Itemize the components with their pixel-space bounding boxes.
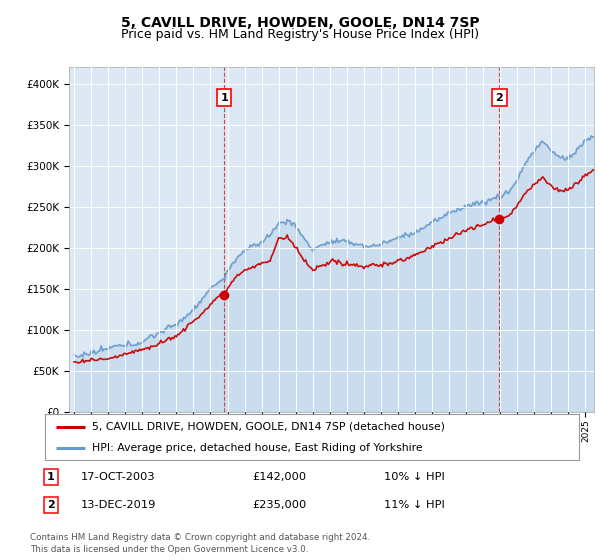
Text: HPI: Average price, detached house, East Riding of Yorkshire: HPI: Average price, detached house, East… (92, 443, 422, 453)
Text: 17-OCT-2003: 17-OCT-2003 (81, 472, 155, 482)
Text: 2: 2 (496, 92, 503, 102)
Text: £235,000: £235,000 (252, 500, 306, 510)
Text: Contains HM Land Registry data © Crown copyright and database right 2024.
This d: Contains HM Land Registry data © Crown c… (30, 533, 370, 554)
Text: £142,000: £142,000 (252, 472, 306, 482)
Text: 11% ↓ HPI: 11% ↓ HPI (384, 500, 445, 510)
Text: 10% ↓ HPI: 10% ↓ HPI (384, 472, 445, 482)
Text: 1: 1 (47, 472, 55, 482)
Text: 2: 2 (47, 500, 55, 510)
Text: Price paid vs. HM Land Registry's House Price Index (HPI): Price paid vs. HM Land Registry's House … (121, 28, 479, 41)
Text: 5, CAVILL DRIVE, HOWDEN, GOOLE, DN14 7SP: 5, CAVILL DRIVE, HOWDEN, GOOLE, DN14 7SP (121, 16, 479, 30)
Text: 5, CAVILL DRIVE, HOWDEN, GOOLE, DN14 7SP (detached house): 5, CAVILL DRIVE, HOWDEN, GOOLE, DN14 7SP… (92, 422, 445, 432)
Text: 13-DEC-2019: 13-DEC-2019 (81, 500, 157, 510)
Text: 1: 1 (220, 92, 228, 102)
